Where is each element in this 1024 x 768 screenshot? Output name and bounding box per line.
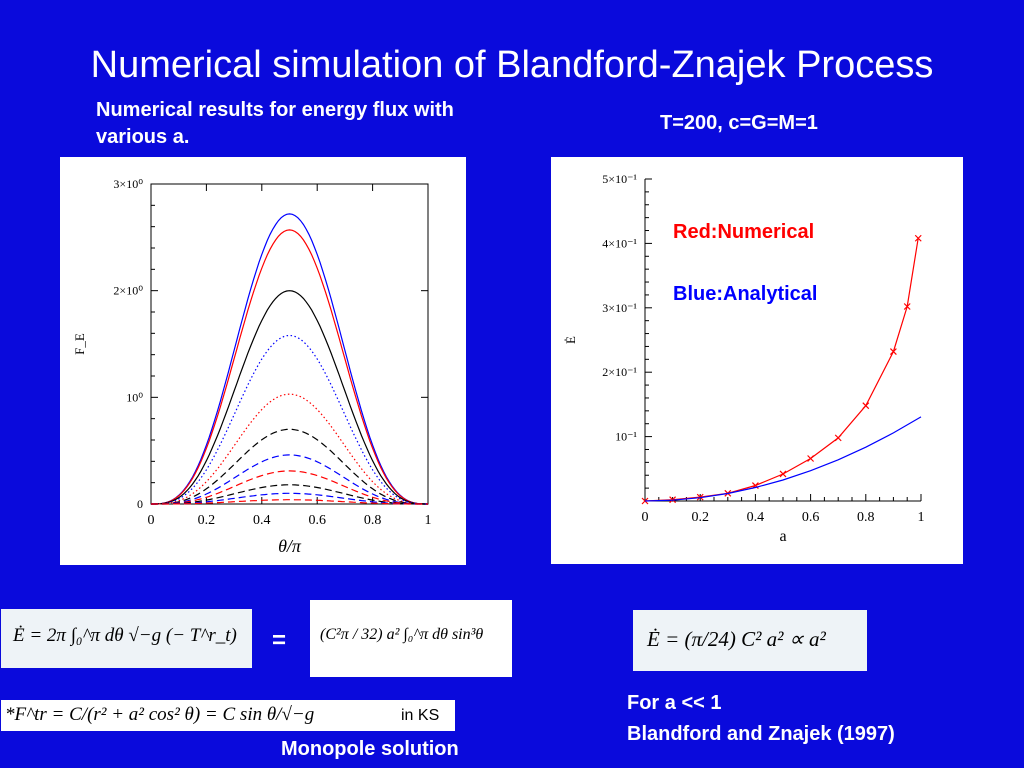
numerical-data-point xyxy=(807,455,815,462)
energy-flux-chart-panel: 0 0.2 0.4 0.6 0.8 1 0 10⁰ 2×10⁰ 3×10⁰ θ/π F_E xyxy=(60,157,466,565)
numerical-data-point xyxy=(779,470,787,478)
x-axis-label: a xyxy=(779,528,786,545)
numerical-data-point xyxy=(903,303,911,310)
y-tick-label: 0 xyxy=(137,497,143,511)
equals-sign: = xyxy=(272,627,287,654)
bz-result-formula-box: Ė = (π/24) C² a² ∝ a² xyxy=(633,610,867,671)
x-tick-label: 0.2 xyxy=(691,510,709,525)
numerical-series-line xyxy=(644,238,919,502)
slide-title: Numerical simulation of Blandford-Znajek… xyxy=(90,44,934,86)
y-axis-label: Ė xyxy=(563,336,578,344)
x-tick-label: 0 xyxy=(642,510,649,525)
flux-series-line-1 xyxy=(151,213,428,505)
flux-series-line-4 xyxy=(151,334,428,505)
energy-vs-spin-chart: 0 0.2 0.4 0.6 0.8 1 10⁻¹ 2×10⁻¹ 3×10⁻¹ 4×10⁻¹ 5×10… xyxy=(563,172,925,545)
x-tick-label: 0 xyxy=(148,513,155,528)
x-axis-label: θ/π xyxy=(278,536,302,556)
numerical-data-point xyxy=(889,348,897,356)
monopole-label: Monopole solution xyxy=(281,738,459,760)
x-tick-label: 0.6 xyxy=(308,513,326,528)
x-tick-label: 0.2 xyxy=(198,513,216,528)
small-spin-note: For a << 1 xyxy=(627,692,722,714)
x-tick-label: 1 xyxy=(918,510,925,525)
energy-vs-spin-chart-panel: 0 0.2 0.4 0.6 0.8 1 10⁻¹ 2×10⁻¹ 3×10⁻¹ 4×10⁻¹ 5×10… xyxy=(551,157,963,564)
x-tick-label: 0.4 xyxy=(253,513,270,528)
monopole-integral-formula-box: (C²π / 32) a² ∫₀^π dθ sin³θ xyxy=(310,600,512,677)
energy-integral-formula-box: Ė = 2π ∫₀^π dθ √−g (− T^r_t) xyxy=(1,609,252,668)
y-tick-label: 3×10⁻¹ xyxy=(602,301,637,315)
simulation-parameters: T=200, c=G=M=1 xyxy=(660,112,818,134)
y-tick-label: 10⁻¹ xyxy=(615,430,637,444)
y-tick-label: 2×10⁰ xyxy=(113,284,143,298)
flux-series-line-9 xyxy=(151,484,428,505)
plot-frame xyxy=(150,183,429,505)
field-formula-coordinates: in KS xyxy=(401,707,440,724)
x-tick-label: 1 xyxy=(425,513,432,528)
flux-series-line-10 xyxy=(151,492,428,505)
analytical-series-line xyxy=(644,416,922,502)
reference-note: Blandford and Znajek (1997) xyxy=(627,723,895,745)
y-tick-label: 2×10⁻¹ xyxy=(602,365,637,379)
field-formula-box: *F^tr = C/(r² + a² cos² θ) = C sin θ/√−g… xyxy=(1,700,455,731)
legend-numerical: Red:Numerical xyxy=(673,221,814,243)
numerical-data-point xyxy=(834,434,842,442)
x-tick-label: 0.8 xyxy=(857,510,875,525)
energy-integral-formula: Ė = 2π ∫₀^π dθ √−g (− T^r_t) xyxy=(13,625,237,646)
flux-series-line-5 xyxy=(151,393,428,505)
y-tick-label: 4×10⁻¹ xyxy=(602,236,637,250)
legend-analytical: Blue:Analytical xyxy=(673,283,817,305)
y-tick-label: 5×10⁻¹ xyxy=(602,172,637,186)
numerical-data-point xyxy=(914,234,922,242)
flux-series-line-2 xyxy=(151,229,428,505)
x-tick-label: 0.8 xyxy=(364,513,382,528)
y-tick-label: 10⁰ xyxy=(126,390,143,404)
x-tick-label: 0.6 xyxy=(802,510,820,525)
field-formula: *F^tr = C/(r² + a² cos² θ) = C sin θ/√−g xyxy=(5,704,315,725)
left-chart-caption: Numerical results for energy flux with v… xyxy=(96,99,454,148)
numerical-data-point xyxy=(862,402,870,410)
y-tick-label: 3×10⁰ xyxy=(113,177,143,191)
y-axis-label: F_E xyxy=(72,333,87,355)
energy-flux-chart: 0 0.2 0.4 0.6 0.8 1 0 10⁰ 2×10⁰ 3×10⁰ θ/π F_E xyxy=(72,177,432,556)
flux-series-line-11 xyxy=(151,499,428,505)
bz-result-formula: Ė = (π/24) C² a² ∝ a² xyxy=(647,627,826,651)
flux-series-line-6 xyxy=(151,428,428,505)
monopole-integral-formula: (C²π / 32) a² ∫₀^π dθ sin³θ xyxy=(320,626,484,643)
x-tick-label: 0.4 xyxy=(747,510,765,525)
flux-series-line-7 xyxy=(151,454,428,505)
flux-series-line-8 xyxy=(151,470,428,505)
flux-series-line-3 xyxy=(151,290,428,505)
